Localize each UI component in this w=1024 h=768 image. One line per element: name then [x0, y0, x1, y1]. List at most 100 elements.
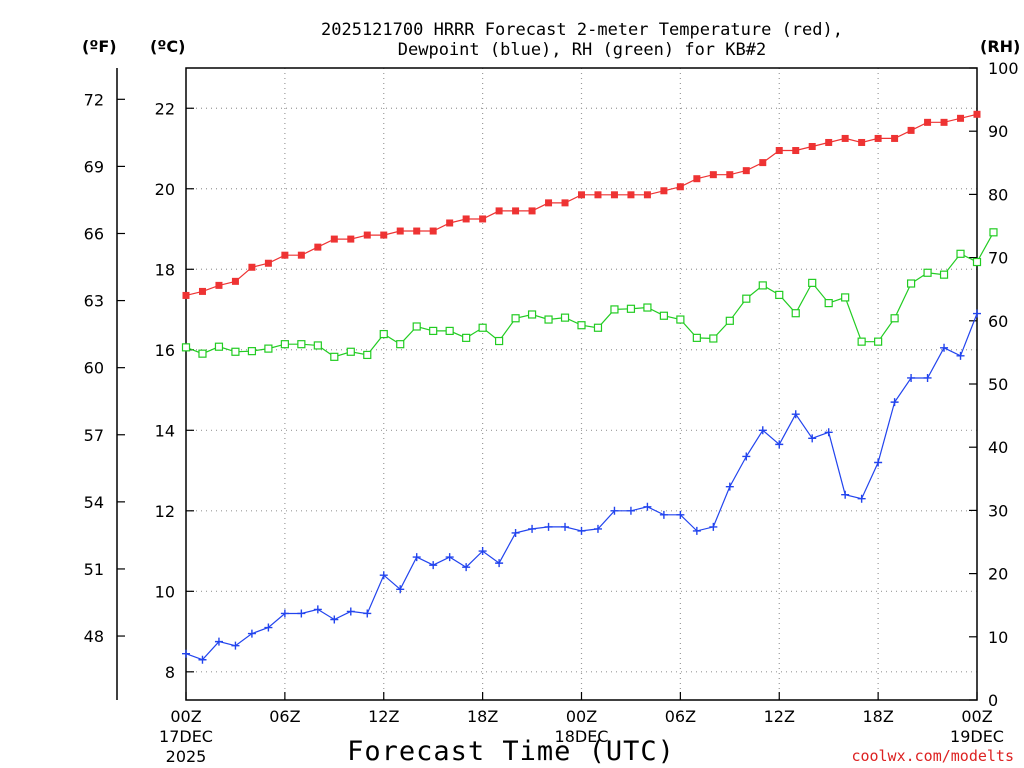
temperature-point	[330, 235, 338, 243]
temperature-point	[726, 171, 734, 179]
rh-point	[280, 340, 289, 349]
time-tick-label: 00Z	[566, 707, 597, 726]
dewpoint-point	[412, 553, 421, 562]
chart-title-line-2: Dewpoint (blue), RH (green) for KB#2	[398, 40, 766, 60]
rh-point	[495, 336, 504, 346]
temperature-point	[528, 207, 536, 215]
rh-point	[363, 350, 372, 360]
temperature-point	[561, 199, 569, 207]
dewpoint-point	[511, 528, 520, 537]
fahrenheit-axis: 72 69 66 63 60 57 54 51 48	[84, 90, 125, 646]
rh-point	[989, 228, 998, 237]
rh-point	[676, 315, 685, 324]
temperature-point	[479, 215, 487, 223]
temperature-point	[495, 207, 503, 215]
dewpoint-point	[198, 655, 207, 664]
rh-point	[247, 347, 257, 356]
celsius-axis: 22 20 18 16 14 12 10 8	[155, 99, 194, 682]
dewpoint-point	[495, 559, 504, 568]
rh-point	[330, 352, 339, 361]
rh-point	[626, 304, 636, 313]
rh-point	[198, 349, 207, 358]
dewpoint-point	[824, 428, 833, 437]
dewpoint-point	[247, 629, 256, 638]
temperature-point	[693, 175, 701, 183]
dewpoint-point	[874, 458, 883, 467]
time-tick-label: 00Z	[170, 707, 201, 726]
rh-point	[412, 322, 421, 331]
dewpoint-point	[709, 522, 718, 531]
credit-text: coolwx.com/modelts	[851, 747, 1014, 765]
time-tick-label: 06Z	[269, 707, 300, 726]
temperature-point	[297, 251, 305, 259]
rh-point	[511, 314, 520, 323]
dewpoint-point	[676, 510, 685, 519]
temperature-point	[281, 251, 289, 259]
dewpoint-point	[577, 526, 586, 535]
dewpoint-point	[231, 641, 240, 650]
temperature-point	[643, 191, 651, 199]
fahrenheit-tick-label: 51	[84, 560, 104, 579]
dewpoint-point	[264, 623, 273, 632]
rh-point	[643, 303, 652, 312]
temperature-point	[578, 191, 585, 199]
temperature-point	[512, 207, 520, 215]
temperature-point	[314, 243, 322, 251]
dewpoint-point	[214, 637, 223, 646]
time-tick-label: 06Z	[665, 707, 696, 726]
rh-point	[560, 313, 570, 322]
temperature-point	[182, 291, 190, 299]
fahrenheit-tick-label: 57	[84, 426, 104, 445]
dewpoint-point	[544, 522, 553, 531]
temperature-point	[808, 142, 816, 150]
rh-point	[462, 333, 471, 342]
rh-tick-label: 10	[988, 628, 1008, 647]
rh-tick-label: 0	[988, 691, 998, 710]
rh-line	[185, 232, 995, 358]
dewpoint-point	[742, 452, 751, 461]
dewpoint-point	[396, 585, 405, 594]
temperature-point	[396, 227, 404, 235]
rh-point	[874, 337, 883, 346]
temperature-point	[429, 227, 437, 235]
rh-point	[956, 249, 965, 258]
temperature-point	[231, 277, 239, 285]
rh-series	[181, 228, 998, 361]
fahrenheit-tick-label: 48	[84, 627, 104, 646]
dewpoint-point	[379, 571, 388, 580]
gridlines	[186, 68, 977, 700]
rh-point	[313, 341, 322, 350]
temperature-point	[380, 231, 388, 239]
date-label: 19DEC	[950, 727, 1004, 746]
temperature-point	[858, 138, 866, 146]
temperature-point	[264, 259, 272, 267]
rh-unit-label: (RH)	[980, 37, 1020, 56]
dewpoint-point	[610, 506, 619, 515]
rh-point	[593, 323, 603, 332]
rh-tick-label: 70	[988, 249, 1008, 268]
dewpoint-point	[907, 373, 916, 382]
dewpoint-point	[561, 522, 570, 531]
rh-point	[544, 315, 553, 324]
dewpoint-line	[185, 313, 978, 661]
temperature-point	[924, 118, 932, 126]
celsius-tick-label: 8	[165, 663, 175, 682]
rh-point	[297, 340, 306, 349]
fahrenheit-tick-label: 60	[84, 359, 104, 378]
time-tick-label: 18Z	[862, 707, 893, 726]
temperature-point	[215, 281, 223, 289]
rh-point	[445, 326, 454, 336]
rh-tick-label: 30	[988, 501, 1008, 520]
rh-point	[659, 311, 668, 320]
dewpoint-point	[890, 398, 899, 407]
celsius-tick-label: 16	[155, 341, 175, 360]
rh-point	[972, 257, 982, 267]
temperature-point	[610, 191, 618, 199]
x-axis-title: Forecast Time (UTC)	[347, 736, 675, 767]
rh-point	[429, 326, 438, 336]
temperature-series	[182, 110, 981, 299]
rh-point	[906, 279, 916, 288]
temperature-point	[627, 191, 635, 199]
